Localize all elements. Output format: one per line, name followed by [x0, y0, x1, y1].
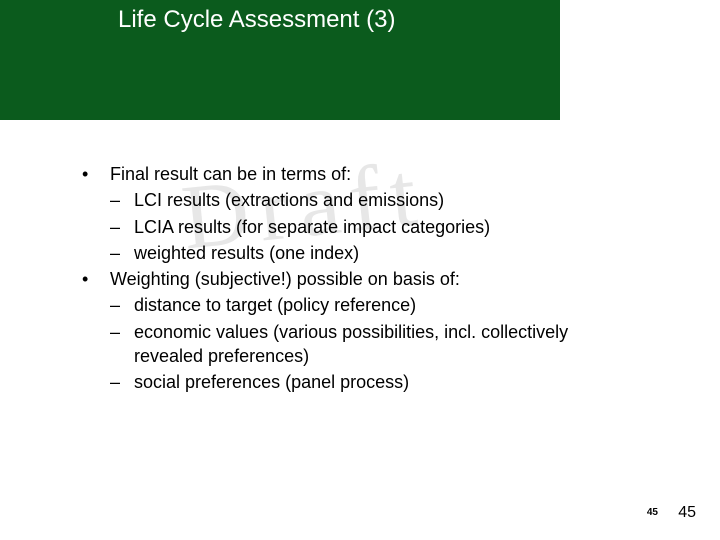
- dash-marker: –: [110, 188, 134, 212]
- dash-marker: –: [110, 241, 134, 265]
- bullet-text: social preferences (panel process): [134, 370, 409, 394]
- title-banner: Life Cycle Assessment (3): [0, 0, 560, 120]
- bullet-list: • Final result can be in terms of: – LCI…: [82, 162, 642, 395]
- bullet-level1: • Weighting (subjective!) possible on ba…: [82, 267, 642, 291]
- bullet-level1: • Final result can be in terms of:: [82, 162, 642, 186]
- bullet-text: Final result can be in terms of:: [110, 162, 351, 186]
- bullet-level2: – weighted results (one index): [110, 241, 642, 265]
- dash-marker: –: [110, 215, 134, 239]
- bullet-level2: – distance to target (policy reference): [110, 293, 642, 317]
- bullet-level2: – LCI results (extractions and emissions…: [110, 188, 642, 212]
- bullet-level2: – LCIA results (for separate impact cate…: [110, 215, 642, 239]
- bullet-marker: •: [82, 267, 110, 291]
- bullet-text: LCIA results (for separate impact catego…: [134, 215, 490, 239]
- bullet-level2: – economic values (various possibilities…: [110, 320, 642, 369]
- dash-marker: –: [110, 370, 134, 394]
- slide-title: Life Cycle Assessment (3): [118, 6, 395, 34]
- bullet-text: economic values (various possibilities, …: [134, 320, 642, 369]
- bullet-text: Weighting (subjective!) possible on basi…: [110, 267, 460, 291]
- dash-marker: –: [110, 320, 134, 369]
- bullet-marker: •: [82, 162, 110, 186]
- bullet-text: distance to target (policy reference): [134, 293, 416, 317]
- slide-body: Draft • Final result can be in terms of:…: [82, 162, 642, 397]
- bullet-text: LCI results (extractions and emissions): [134, 188, 444, 212]
- page-number-small: 45: [647, 507, 658, 518]
- dash-marker: –: [110, 293, 134, 317]
- bullet-text: weighted results (one index): [134, 241, 359, 265]
- page-number-large: 45: [678, 504, 696, 522]
- bullet-level2: – social preferences (panel process): [110, 370, 642, 394]
